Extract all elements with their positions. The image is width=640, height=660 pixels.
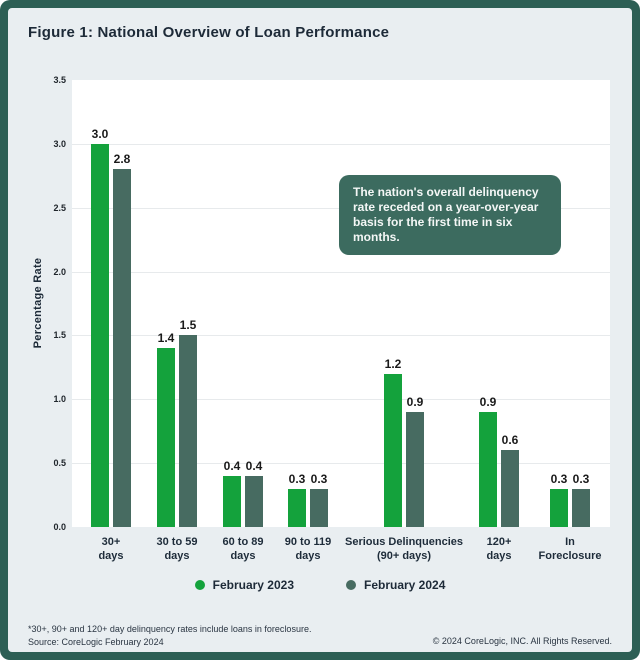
gridline [72, 271, 610, 273]
figure-canvas: Figure 1: National Overview of Loan Perf… [8, 8, 632, 652]
y-tick-label: 3.5 [53, 75, 66, 85]
bar-value-label: 0.3 [550, 472, 568, 486]
gridline [72, 463, 610, 465]
y-tick-label: 0.5 [53, 458, 66, 469]
bar-value-label: 0.9 [479, 395, 497, 409]
legend-swatch [346, 580, 356, 590]
bar-value-label: 0.9 [406, 395, 424, 409]
category-label: 30 to 59 days [156, 536, 198, 562]
category-label: Serious Delinquencies (90+ days) [345, 536, 463, 562]
bar [179, 335, 197, 527]
category-label: 30+ days [98, 536, 124, 562]
category-label: In Foreclosure [538, 536, 602, 562]
bar [501, 450, 519, 527]
bar-value-label: 1.4 [157, 331, 175, 345]
annotation-callout: The nation's overall delinquency rate re… [339, 175, 561, 255]
y-tick-label: 2.5 [53, 202, 66, 213]
gridline [72, 399, 610, 401]
plot-area [72, 80, 610, 527]
y-tick-label: 0.0 [53, 522, 66, 532]
bar-value-label: 0.3 [572, 472, 590, 486]
category-label: 90 to 119 days [284, 536, 332, 562]
bar-value-label: 3.0 [91, 127, 109, 141]
bar [550, 489, 568, 527]
bar-value-label: 1.2 [384, 357, 402, 371]
bar [157, 348, 175, 527]
legend-item: February 2024 [346, 578, 445, 592]
bar-value-label: 1.5 [179, 318, 197, 332]
bar [479, 412, 497, 527]
legend-label: February 2023 [212, 578, 294, 592]
bar [288, 489, 306, 527]
chart-legend: February 2023 February 2024 [8, 578, 632, 592]
figure-title: Figure 1: National Overview of Loan Perf… [28, 24, 390, 41]
y-tick-label: 1.5 [53, 330, 66, 341]
legend-label: February 2024 [364, 578, 446, 592]
footnote-line-2: Source: CoreLogic February 2024 [28, 637, 164, 647]
legend-swatch [194, 580, 205, 590]
y-tick-label: 2.0 [53, 266, 66, 277]
copyright-text: © 2024 CoreLogic, INC. All Rights Reserv… [432, 636, 612, 646]
bar-value-label: 2.8 [113, 152, 131, 166]
bar [310, 489, 328, 527]
bar [223, 476, 241, 527]
legend-item: February 2023 [194, 578, 294, 592]
bar-value-label: 0.3 [310, 472, 328, 486]
footnote: *30+, 90+ and 120+ day delinquency rates… [28, 623, 311, 649]
y-tick-label: 3.0 [53, 138, 66, 149]
bar-value-label: 0.4 [245, 459, 263, 473]
footnote-line-1: *30+, 90+ and 120+ day delinquency rates… [28, 624, 312, 634]
bar [406, 412, 424, 527]
bar [384, 374, 402, 527]
bar-value-label: 0.3 [288, 472, 306, 486]
bar [91, 144, 109, 527]
category-label: 120+ days [486, 536, 512, 562]
gridline [72, 335, 610, 337]
bar-value-label: 0.6 [501, 433, 519, 447]
bar-value-label: 0.4 [223, 459, 241, 473]
gridline [72, 143, 610, 145]
bar [572, 489, 590, 527]
bar [113, 169, 131, 527]
y-tick-label: 1.0 [53, 394, 66, 405]
category-label: 60 to 89 days [222, 536, 264, 562]
bar [245, 476, 263, 527]
